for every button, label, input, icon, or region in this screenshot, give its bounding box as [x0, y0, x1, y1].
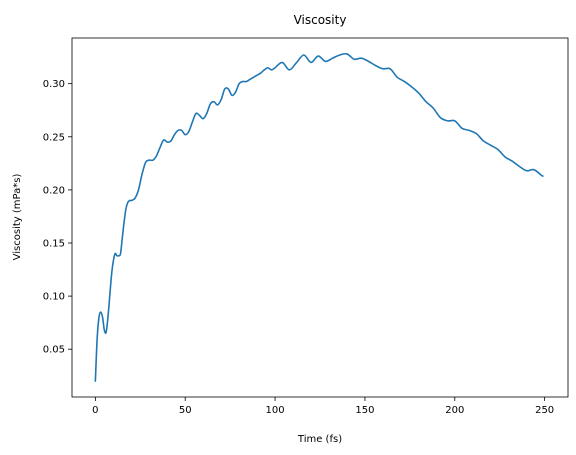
y-tick-label: 0.15	[43, 238, 65, 249]
y-tick-label: 0.25	[43, 132, 65, 143]
y-tick-label: 0.20	[43, 185, 65, 196]
y-axis-ticks: 0.05 0.10 0.15 0.20 0.25 0.30	[43, 79, 72, 356]
y-tick-label: 0.30	[43, 79, 65, 90]
x-tick-label: 200	[445, 405, 464, 416]
plot-area	[72, 38, 568, 397]
x-tick-label: 150	[355, 405, 374, 416]
y-tick-label: 0.05	[43, 345, 65, 356]
viscosity-series-line	[94, 52, 544, 382]
x-axis-title: Time (fs)	[297, 434, 342, 445]
chart-title: Viscosity	[294, 13, 347, 27]
x-tick-label: 50	[179, 405, 192, 416]
y-tick-label: 0.10	[43, 292, 65, 303]
x-tick-label: 100	[266, 405, 285, 416]
y-axis-title: Viscosity (mPa*s)	[12, 174, 23, 261]
plot-frame	[71, 37, 569, 398]
x-axis-ticks: 0 50 100 150 200 250	[92, 397, 554, 416]
x-tick-label: 250	[535, 405, 554, 416]
x-tick-label: 0	[92, 405, 98, 416]
